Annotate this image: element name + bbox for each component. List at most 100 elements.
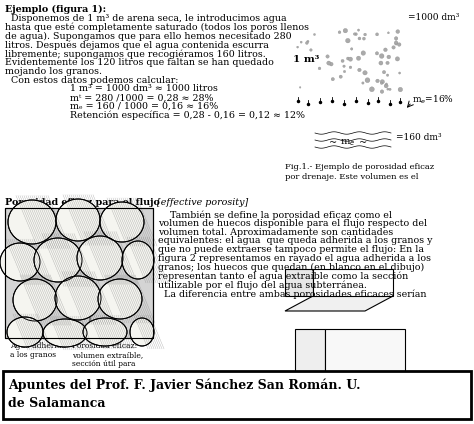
Text: Con estos datos podemos calcular:: Con estos datos podemos calcular: — [5, 75, 179, 85]
Text: Disponemos de 1 m³ de arena seca, le introducimos agua: Disponemos de 1 m³ de arena seca, le int… — [5, 14, 287, 23]
Circle shape — [341, 59, 344, 62]
Circle shape — [318, 67, 321, 70]
Circle shape — [300, 41, 302, 43]
Text: La diferencia entre ambas porosidades eficaces serían: La diferencia entre ambas porosidades ef… — [158, 289, 427, 298]
Circle shape — [313, 33, 316, 36]
Circle shape — [329, 62, 333, 66]
Text: mₑ = 160 / 1000 = 0,16 ≈ 16%: mₑ = 160 / 1000 = 0,16 ≈ 16% — [70, 102, 218, 111]
Ellipse shape — [8, 200, 56, 244]
Bar — [5, 208, 153, 338]
Text: de Salamanca: de Salamanca — [8, 397, 106, 410]
Circle shape — [362, 82, 364, 84]
Circle shape — [384, 84, 388, 88]
Circle shape — [379, 54, 384, 59]
Circle shape — [387, 55, 391, 59]
Circle shape — [395, 57, 400, 61]
Circle shape — [380, 90, 384, 93]
Circle shape — [310, 49, 312, 51]
Circle shape — [326, 55, 329, 58]
Text: equivalentes: el agua  que queda adherida a los granos y: equivalentes: el agua que queda adherida… — [158, 237, 432, 245]
Bar — [5, 208, 153, 338]
Circle shape — [361, 51, 365, 55]
Circle shape — [394, 41, 398, 44]
Text: de agua). Supongamos que para ello hemos necesitado 280: de agua). Supongamos que para ello hemos… — [5, 32, 292, 41]
Circle shape — [396, 30, 400, 33]
Circle shape — [379, 61, 383, 65]
Ellipse shape — [55, 276, 101, 320]
Circle shape — [353, 33, 356, 35]
Ellipse shape — [7, 317, 43, 347]
Text: que no puede extraerse tampoco permite el flujo: En la: que no puede extraerse tampoco permite e… — [158, 245, 424, 254]
Circle shape — [357, 29, 360, 31]
Text: mojando los granos.: mojando los granos. — [5, 67, 102, 76]
Polygon shape — [295, 396, 405, 419]
Circle shape — [392, 46, 395, 49]
Circle shape — [363, 37, 365, 40]
Text: hasta que esté completamente saturado (todos los poros llenos: hasta que esté completamente saturado (t… — [5, 23, 309, 32]
Circle shape — [376, 79, 379, 83]
Text: volumen total. Aproximadamente son cantidades: volumen total. Aproximadamente son canti… — [158, 228, 393, 237]
Circle shape — [386, 61, 389, 64]
Circle shape — [364, 33, 366, 36]
Text: Retención específica = 0,28 - 0,16 = 0,12 ≈ 12%: Retención específica = 0,28 - 0,16 = 0,1… — [70, 111, 305, 120]
Circle shape — [394, 42, 398, 45]
Circle shape — [343, 70, 346, 73]
Circle shape — [387, 32, 390, 34]
Circle shape — [346, 57, 349, 60]
Circle shape — [394, 36, 398, 40]
Text: litros. Después dejamos que el agua contenida escurra: litros. Después dejamos que el agua cont… — [5, 40, 269, 50]
Text: ~: ~ — [359, 139, 367, 148]
Text: Agua adherida
a los granos: Agua adherida a los granos — [10, 342, 66, 359]
Text: m$_e$=16%: m$_e$=16% — [412, 94, 454, 106]
Ellipse shape — [98, 279, 142, 319]
Circle shape — [348, 57, 353, 61]
Circle shape — [397, 43, 401, 46]
Circle shape — [358, 37, 361, 40]
Circle shape — [297, 46, 299, 48]
Text: granos; los huecos que quedan (en blanco en el dibujo): granos; los huecos que quedan (en blanco… — [158, 263, 424, 272]
Circle shape — [385, 83, 388, 85]
Circle shape — [381, 82, 383, 84]
Text: =160 dm³: =160 dm³ — [396, 132, 442, 142]
Circle shape — [369, 87, 374, 92]
Circle shape — [339, 75, 342, 78]
Ellipse shape — [122, 241, 154, 279]
Text: utilizable por el flujo del agua subterránea.: utilizable por el flujo del agua subterr… — [158, 280, 367, 290]
Circle shape — [305, 42, 308, 45]
Polygon shape — [285, 269, 313, 296]
Ellipse shape — [0, 243, 40, 281]
Text: libremente; supongamos que recogiéramos 160 litros.: libremente; supongamos que recogiéramos … — [5, 49, 266, 59]
Text: Ejemplo (figura 1):: Ejemplo (figura 1): — [5, 5, 106, 14]
Text: volumen de huecos disponible para el flujo respecto del: volumen de huecos disponible para el flu… — [158, 219, 427, 228]
Circle shape — [343, 65, 345, 67]
Circle shape — [387, 88, 389, 90]
Text: =1000 dm³: =1000 dm³ — [408, 14, 459, 22]
Circle shape — [343, 28, 347, 33]
Circle shape — [299, 86, 301, 88]
Circle shape — [375, 33, 379, 36]
Circle shape — [327, 61, 331, 65]
Ellipse shape — [77, 236, 123, 280]
Text: Evidentemente los 120 litros que faltan se han quedado: Evidentemente los 120 litros que faltan … — [5, 58, 274, 67]
Text: figura 2 representamos en rayado el agua adherida a los: figura 2 representamos en rayado el agua… — [158, 254, 431, 263]
Circle shape — [383, 48, 387, 52]
Ellipse shape — [13, 279, 57, 321]
Polygon shape — [285, 296, 393, 311]
Text: mᵗ = 280 /1000 = 0,28 ≈ 28%: mᵗ = 280 /1000 = 0,28 ≈ 28% — [70, 93, 213, 102]
Text: Fig.1.- Ejemplo de porosidad eficaz
por drenaje. Este volumen es el: Fig.1.- Ejemplo de porosidad eficaz por … — [285, 163, 434, 181]
Polygon shape — [313, 269, 393, 296]
Polygon shape — [325, 329, 405, 396]
Text: Porosidad eficaz:
volumen extraíble,
sección útil para
el flujo: Porosidad eficaz: volumen extraíble, sec… — [72, 342, 143, 378]
Text: 1 m³: 1 m³ — [293, 56, 319, 64]
Circle shape — [338, 31, 341, 33]
Text: También se define la porosidad eficaz como el: También se define la porosidad eficaz co… — [158, 210, 392, 220]
Circle shape — [389, 88, 391, 91]
Ellipse shape — [130, 318, 154, 346]
Circle shape — [365, 78, 370, 83]
Circle shape — [375, 52, 379, 55]
Circle shape — [398, 87, 402, 92]
Ellipse shape — [100, 202, 144, 242]
Text: representan tanto el agua extraíble como la sección: representan tanto el agua extraíble como… — [158, 272, 408, 281]
Text: ~: ~ — [329, 139, 337, 148]
Ellipse shape — [83, 318, 127, 346]
